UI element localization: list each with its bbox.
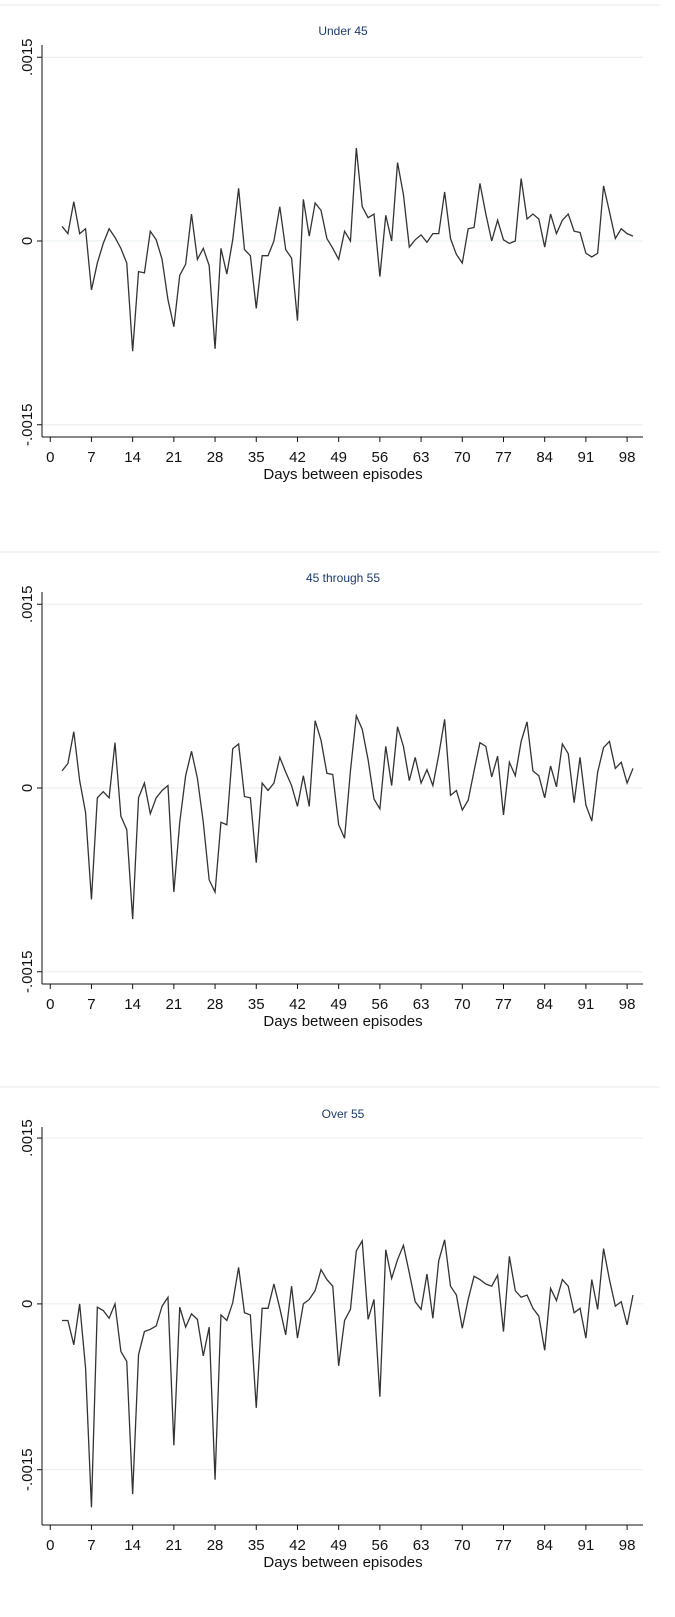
x-tick-label: 49 — [330, 449, 347, 466]
y-tick-label: -.0015 — [19, 403, 36, 446]
x-tick-label: 0 — [46, 449, 54, 466]
x-tick-label: 35 — [248, 449, 265, 466]
x-tick-label: 84 — [536, 449, 553, 466]
x-tick-label: 7 — [87, 1537, 95, 1554]
chart-title: Over 55 — [322, 1107, 365, 1121]
chart-title: 45 through 55 — [306, 571, 380, 585]
x-tick-label: 77 — [495, 449, 512, 466]
x-tick-label: 35 — [248, 1537, 265, 1554]
x-tick-label: 7 — [87, 449, 95, 466]
x-tick-label: 28 — [207, 1537, 224, 1554]
x-tick-label: 84 — [536, 1537, 553, 1554]
x-tick-label: 0 — [46, 1537, 54, 1554]
y-tick-label: .0015 — [19, 38, 36, 76]
x-tick-label: 77 — [495, 996, 512, 1013]
x-tick-label: 14 — [124, 1537, 141, 1554]
x-tick-label: 91 — [578, 449, 595, 466]
x-tick-label: 7 — [87, 996, 95, 1013]
y-tick-label: 0 — [19, 784, 36, 792]
x-tick-label: 42 — [289, 996, 306, 1013]
x-tick-label: 28 — [207, 996, 224, 1013]
y-tick-label: .0015 — [19, 585, 36, 623]
x-tick-label: 98 — [619, 1537, 636, 1554]
x-tick-label: 98 — [619, 449, 636, 466]
y-tick-label: .0015 — [19, 1119, 36, 1157]
data-line — [61, 713, 634, 920]
x-axis-label: Days between episodes — [263, 466, 422, 483]
x-tick-label: 84 — [536, 996, 553, 1013]
x-tick-label: 21 — [166, 1537, 183, 1554]
x-tick-label: 70 — [454, 449, 471, 466]
x-tick-label: 56 — [372, 449, 389, 466]
x-tick-label: 63 — [413, 1537, 430, 1554]
data-line — [62, 1238, 634, 1508]
x-tick-label: 63 — [413, 996, 430, 1013]
x-tick-label: 35 — [248, 996, 265, 1013]
y-tick-label: -.0015 — [19, 950, 36, 993]
y-tick-label: 0 — [19, 237, 36, 245]
x-axis-label: Days between episodes — [263, 1013, 422, 1030]
x-tick-label: 98 — [619, 996, 636, 1013]
x-tick-label: 14 — [124, 996, 141, 1013]
x-tick-label: 28 — [207, 449, 224, 466]
x-tick-label: 70 — [454, 1537, 471, 1554]
x-tick-label: 49 — [330, 1537, 347, 1554]
x-tick-label: 56 — [372, 1537, 389, 1554]
x-tick-label: 77 — [495, 1537, 512, 1554]
x-tick-label: 21 — [166, 449, 183, 466]
x-tick-label: 91 — [578, 996, 595, 1013]
x-tick-label: 14 — [124, 449, 141, 466]
x-tick-label: 42 — [289, 1537, 306, 1554]
x-tick-label: 63 — [413, 449, 430, 466]
chart-title: Under 45 — [318, 24, 368, 38]
x-tick-label: 21 — [166, 996, 183, 1013]
x-tick-label: 42 — [289, 449, 306, 466]
data-line — [61, 147, 634, 352]
x-tick-label: 91 — [578, 1537, 595, 1554]
y-tick-label: 0 — [19, 1300, 36, 1308]
y-tick-label: -.0015 — [19, 1448, 36, 1491]
x-tick-label: 56 — [372, 996, 389, 1013]
x-axis-label: Days between episodes — [263, 1554, 422, 1571]
x-tick-label: 0 — [46, 996, 54, 1013]
x-tick-label: 70 — [454, 996, 471, 1013]
x-tick-label: 49 — [330, 996, 347, 1013]
